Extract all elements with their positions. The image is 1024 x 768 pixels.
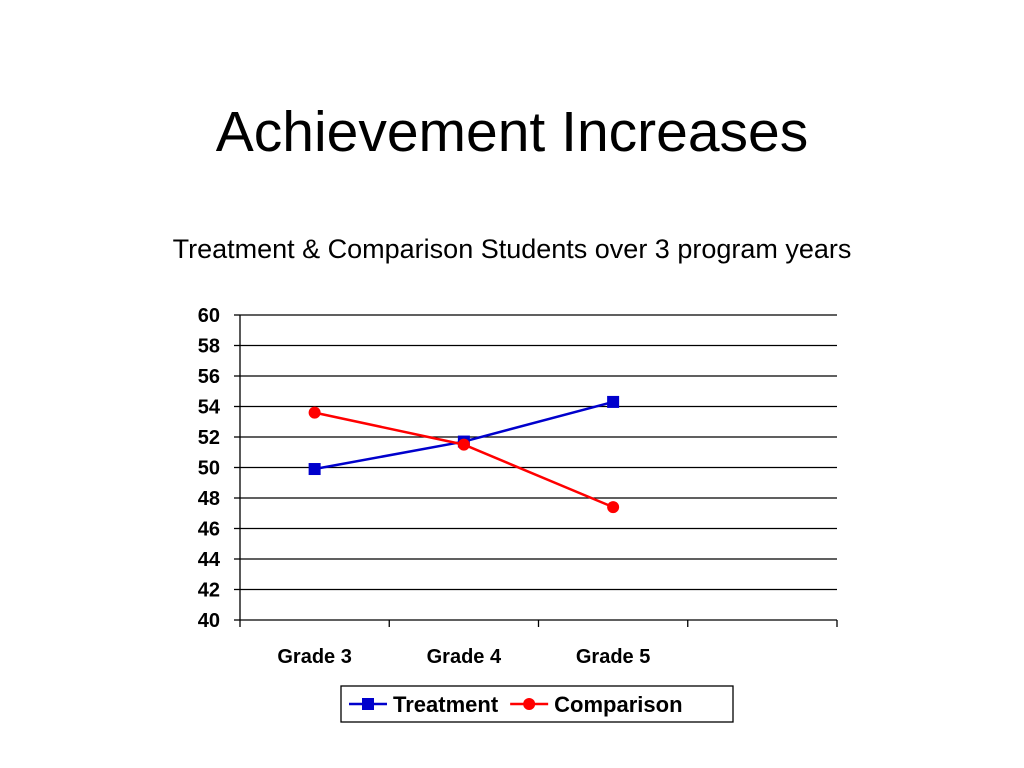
y-tick-label: 40 [198,610,220,632]
legend-label: Comparison [554,692,682,717]
x-tick-label: Grade 5 [576,646,650,668]
slide-title: Achievement Increases [215,100,809,164]
y-tick-label: 50 [198,458,220,480]
data-point [607,395,620,408]
data-point [457,438,470,451]
y-tick-label: 56 [198,366,220,388]
y-tick-label: 42 [198,580,220,602]
data-point [308,406,321,419]
data-point [607,501,620,514]
y-tick-label: 52 [198,427,220,449]
series-group [308,395,620,514]
y-tick-label: 60 [198,305,220,327]
y-tick-label: 44 [198,549,221,571]
data-point [308,463,321,476]
legend-label: Treatment [393,692,499,717]
y-axis-ticks: 40 42 44 46 48 50 52 54 56 58 60 [198,305,240,632]
x-tick-label: Grade 3 [277,646,351,668]
legend-item-treatment: Treatment [349,692,499,717]
chart-subtitle: Treatment & Comparison Students over 3 p… [172,234,852,264]
legend-marker [362,698,374,710]
gridlines [240,314,837,591]
y-tick-label: 46 [198,519,220,541]
y-tick-label: 48 [198,488,220,510]
legend-item-comparison: Comparison [510,692,683,717]
y-tick-label: 58 [198,336,220,358]
x-tick-label: Grade 4 [427,646,502,668]
x-axis-ticks: Grade 3 Grade 4 Grade 5 [239,620,838,668]
series-line [314,400,614,471]
legend: Treatment Comparison [340,685,734,723]
series-treatment [308,395,620,476]
y-tick-label: 54 [198,397,221,419]
series-comparison [308,406,620,514]
legend-marker [523,698,536,710]
